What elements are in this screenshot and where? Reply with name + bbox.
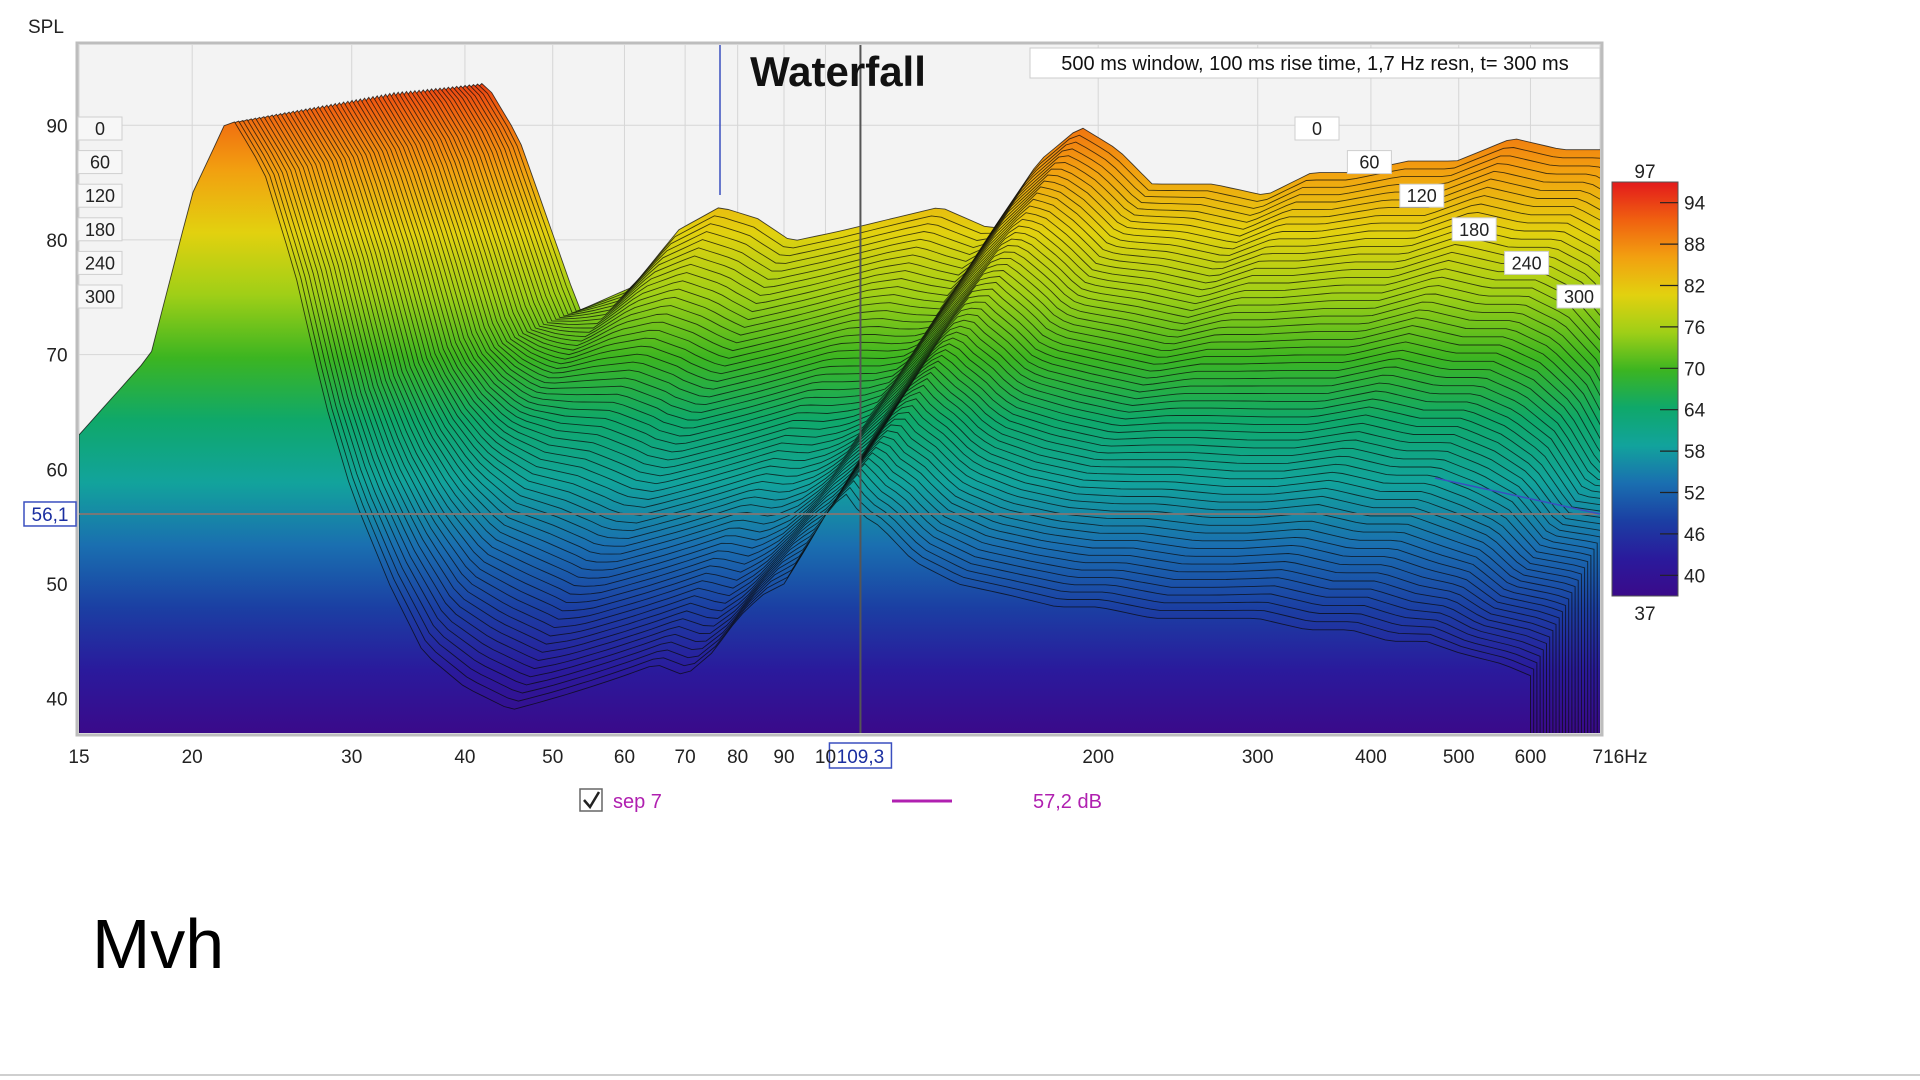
time-tick-label-left: 300	[85, 287, 115, 307]
x-tick-label: 600	[1515, 747, 1547, 768]
colorbar: 97 37 94 88 82 76 70 64 58 52 46 40	[1611, 162, 1706, 625]
colorbar-tick-label: 46	[1684, 525, 1705, 546]
time-tick-label-right: 60	[1359, 153, 1379, 173]
x-tick-label: 716Hz	[1593, 747, 1648, 768]
time-tick-label-left: 180	[85, 220, 115, 240]
chart-title: Waterfall	[750, 48, 926, 95]
time-tick-label-right: 120	[1407, 186, 1437, 206]
time-tick-label-left: 0	[95, 119, 105, 139]
x-tick-label: 200	[1082, 747, 1114, 768]
colorbar-tick-label: 76	[1684, 318, 1705, 339]
time-tick-label-right: 0	[1312, 119, 1322, 139]
y-tick-label: 70	[46, 346, 67, 367]
info-text: 500 ms window, 100 ms rise time, 1,7 Hz …	[1061, 53, 1568, 75]
y-tick-label: 40	[46, 690, 67, 711]
colorbar-ticks: 94 88 82 76 70 64 58 52 46 40	[1660, 194, 1706, 587]
legend: sep 7 57,2 dB	[579, 788, 1102, 813]
x-tick-label: 20	[182, 747, 203, 768]
bottom-divider	[0, 1074, 1920, 1076]
checkmark-icon	[583, 791, 601, 810]
time-tick-label-right: 240	[1512, 253, 1542, 273]
time-tick-label-left: 120	[85, 186, 115, 206]
colorbar-tick-label: 82	[1684, 277, 1705, 298]
time-tick-box	[77, 217, 123, 242]
colorbar-tick-label: 70	[1684, 359, 1705, 380]
time-tick-label-right: 300	[1564, 287, 1594, 307]
time-tick-box	[77, 250, 123, 275]
legend-series-name: sep 7	[613, 791, 662, 813]
time-tick-box	[1399, 183, 1445, 208]
colorbar-tick-label: 40	[1684, 566, 1705, 587]
cursor-x-label: 109,3	[837, 747, 885, 768]
x-tick-label: 10	[815, 747, 836, 768]
x-tick-label: 500	[1443, 747, 1475, 768]
time-tick-box	[1294, 116, 1340, 141]
y-tick-labels: 40 50 60 70 80 90	[46, 116, 67, 710]
colorbar-tick-label: 94	[1684, 194, 1706, 215]
waterfall-slice	[79, 121, 1531, 733]
x-tick-label: 60	[614, 747, 635, 768]
x-tick-label: 300	[1242, 747, 1274, 768]
time-tick-box	[77, 150, 123, 175]
cursor-x-box	[828, 742, 893, 769]
time-tick-box	[1504, 250, 1550, 275]
colorbar-gradient	[1611, 181, 1679, 597]
colorbar-min-label: 37	[1634, 604, 1655, 625]
colorbar-tick-label: 58	[1684, 442, 1705, 463]
y-tick-label: 80	[46, 231, 67, 252]
time-tick-label-left: 240	[85, 253, 115, 273]
x-tick-labels: 15 20 30 40 50 60 70 80 90 10 200 300 400 500 600 716Hz	[68, 747, 1647, 768]
colorbar-tick-label: 64	[1684, 401, 1706, 422]
time-tick-labels: 0 60 120 180 240 300 0 60 120 180 240 300	[77, 116, 1602, 309]
info-box	[1029, 47, 1601, 79]
y-axis-label: SPL	[28, 17, 64, 38]
x-tick-label: 50	[542, 747, 563, 768]
time-tick-label-right: 180	[1459, 220, 1489, 240]
cursor-crosshair[interactable]: 56,1 109,3	[23, 45, 1601, 769]
colorbar-max-label: 97	[1634, 162, 1655, 183]
time-tick-box	[1346, 150, 1392, 175]
cursor-y-label: 56,1	[32, 505, 69, 526]
colorbar-tick-label: 52	[1684, 484, 1705, 505]
caption-text: Mvh	[92, 905, 224, 983]
time-tick-label-left: 60	[90, 153, 110, 173]
waterfall-surface	[79, 82, 1600, 733]
y-tick-label: 90	[46, 116, 67, 137]
colorbar-tick-label: 88	[1684, 235, 1705, 256]
y-tick-label: 60	[46, 460, 67, 481]
x-tick-label: 70	[675, 747, 696, 768]
x-tick-label: 90	[773, 747, 794, 768]
y-tick-label: 50	[46, 575, 67, 596]
x-tick-label: 30	[341, 747, 362, 768]
x-tick-label: 40	[454, 747, 475, 768]
cursor-depth-line	[1434, 477, 1601, 515]
x-tick-label: 80	[727, 747, 748, 768]
time-tick-box	[77, 183, 123, 208]
cursor-y-box	[23, 501, 77, 527]
legend-series-value: 57,2 dB	[1033, 791, 1102, 813]
time-tick-box	[77, 116, 123, 141]
time-tick-box	[77, 284, 123, 309]
x-tick-label: 400	[1355, 747, 1387, 768]
time-tick-box	[1556, 284, 1602, 309]
time-tick-box	[1451, 217, 1497, 242]
x-tick-label: 15	[68, 747, 89, 768]
